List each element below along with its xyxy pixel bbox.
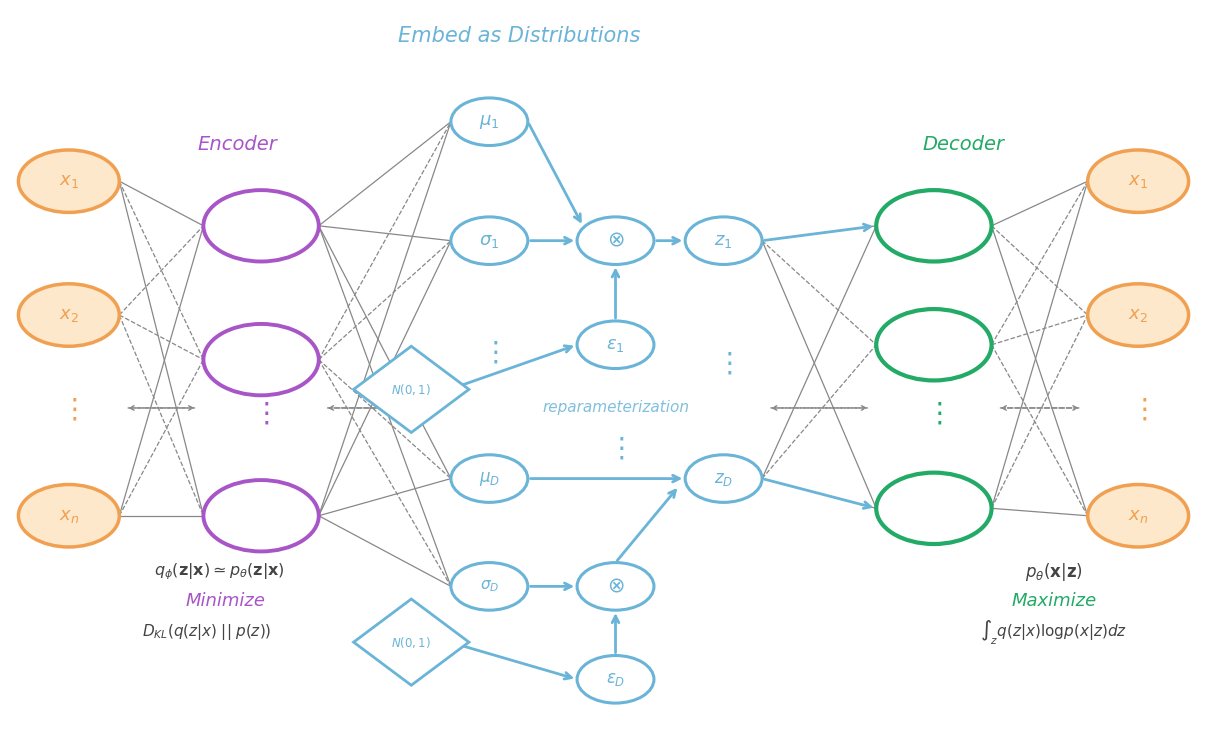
Text: $p_\theta(\mathbf{x}|\mathbf{z})$: $p_\theta(\mathbf{x}|\mathbf{z})$	[1025, 560, 1083, 583]
Text: $N(0,1)$: $N(0,1)$	[391, 382, 431, 397]
Text: $x_2$: $x_2$	[59, 306, 78, 324]
Text: $\sigma_D$: $\sigma_D$	[479, 578, 498, 594]
Text: $\vdots$: $\vdots$	[1130, 395, 1147, 423]
Text: $N(0,1)$: $N(0,1)$	[391, 634, 431, 649]
Text: $\int_z q(z|x)\mathrm{log}p(x|z)dz$: $\int_z q(z|x)\mathrm{log}p(x|z)dz$	[980, 618, 1127, 647]
Circle shape	[577, 562, 654, 610]
Text: $x_2$: $x_2$	[1129, 306, 1148, 324]
Text: $\varepsilon_1$: $\varepsilon_1$	[606, 336, 625, 354]
Text: $z_1$: $z_1$	[715, 231, 733, 249]
Text: $x_1$: $x_1$	[1129, 172, 1148, 190]
Text: $\vdots$: $\vdots$	[252, 400, 269, 428]
Circle shape	[686, 455, 762, 503]
Circle shape	[204, 480, 319, 551]
Circle shape	[18, 284, 119, 346]
Text: $\sigma_1$: $\sigma_1$	[479, 231, 500, 249]
Circle shape	[204, 190, 319, 261]
Circle shape	[18, 485, 119, 547]
Text: $x_n$: $x_n$	[1129, 507, 1148, 525]
Circle shape	[204, 324, 319, 395]
Circle shape	[18, 150, 119, 213]
Text: $\mu_D$: $\mu_D$	[479, 470, 500, 488]
Circle shape	[451, 562, 527, 610]
Text: $\vdots$: $\vdots$	[607, 435, 624, 463]
Text: $\vdots$: $\vdots$	[715, 349, 733, 377]
Text: Encoder: Encoder	[197, 135, 276, 154]
Text: $\otimes$: $\otimes$	[607, 231, 624, 251]
Text: reparameterization: reparameterization	[542, 401, 689, 416]
Text: $x_n$: $x_n$	[59, 507, 78, 525]
Circle shape	[1088, 485, 1189, 547]
Circle shape	[686, 217, 762, 264]
Text: Decoder: Decoder	[923, 135, 1005, 154]
Circle shape	[876, 309, 992, 380]
Circle shape	[577, 217, 654, 264]
Circle shape	[451, 217, 527, 264]
Text: $\mu_1$: $\mu_1$	[479, 113, 500, 131]
Text: $\vdots$: $\vdots$	[480, 339, 498, 366]
Circle shape	[1088, 284, 1189, 346]
Circle shape	[577, 321, 654, 369]
Polygon shape	[354, 346, 470, 432]
Text: $\varepsilon_D$: $\varepsilon_D$	[606, 670, 625, 688]
Text: $x_1$: $x_1$	[59, 172, 78, 190]
Circle shape	[451, 455, 527, 503]
Circle shape	[876, 473, 992, 544]
Circle shape	[451, 98, 527, 145]
Text: Minimize: Minimize	[185, 592, 266, 610]
Text: Embed as Distributions: Embed as Distributions	[398, 26, 641, 46]
Text: $\vdots$: $\vdots$	[926, 400, 943, 428]
Text: Maximize: Maximize	[1011, 592, 1097, 610]
Text: $\otimes$: $\otimes$	[607, 577, 624, 596]
Text: $q_\phi(\mathbf{z}|\mathbf{x}) \simeq p_\theta(\mathbf{z}|\mathbf{x})$: $q_\phi(\mathbf{z}|\mathbf{x}) \simeq p_…	[153, 561, 285, 582]
Text: $z_D$: $z_D$	[715, 470, 733, 488]
Circle shape	[577, 655, 654, 703]
Text: $D_{KL}(q(z|x)\;||\;p(z))$: $D_{KL}(q(z|x)\;||\;p(z))$	[142, 622, 272, 643]
Circle shape	[1088, 150, 1189, 213]
Text: $\vdots$: $\vdots$	[60, 395, 77, 423]
Circle shape	[876, 190, 992, 261]
Polygon shape	[354, 599, 470, 685]
